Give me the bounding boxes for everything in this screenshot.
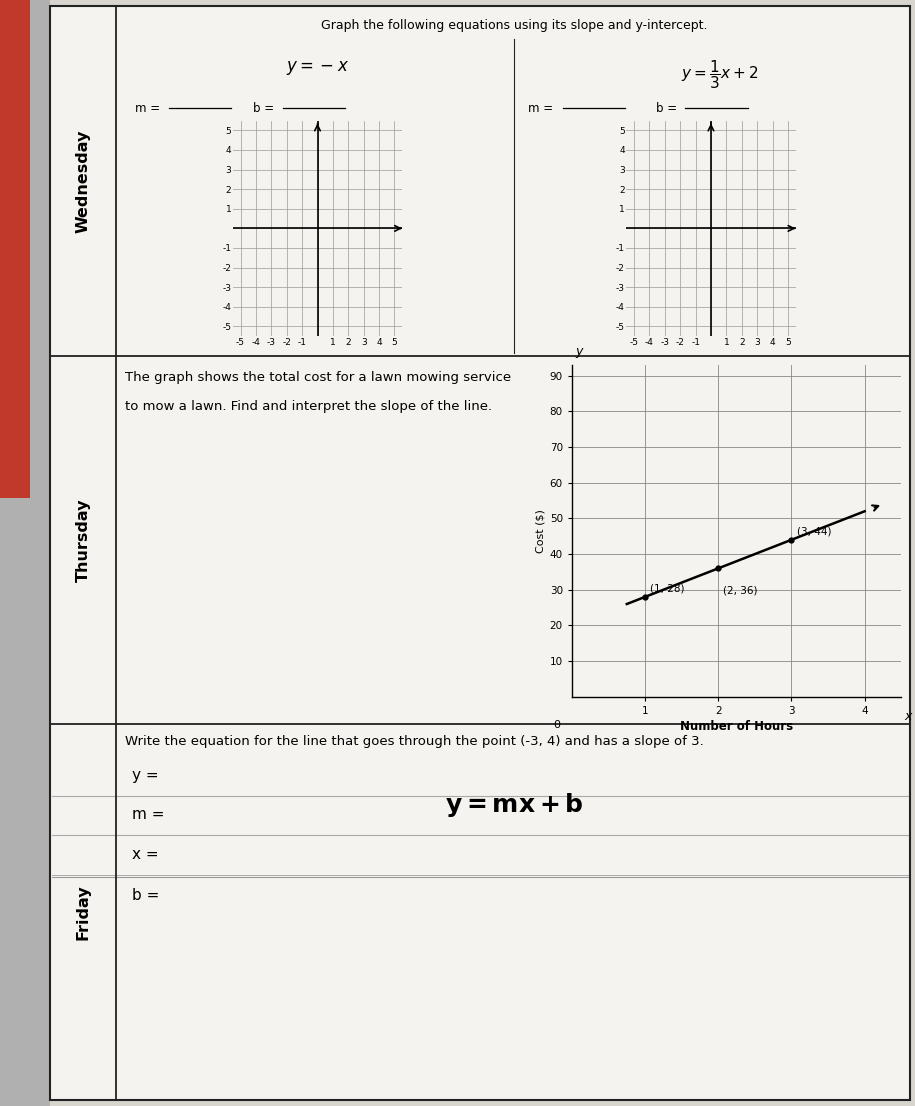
Text: The graph shows the total cost for a lawn mowing service: The graph shows the total cost for a law…: [125, 371, 511, 384]
Text: 0: 0: [554, 720, 560, 730]
Text: (2, 36): (2, 36): [723, 585, 758, 595]
Text: to mow a lawn. Find and interpret the slope of the line.: to mow a lawn. Find and interpret the sl…: [125, 400, 492, 414]
Text: Wednesday: Wednesday: [76, 129, 91, 232]
Text: x: x: [905, 710, 912, 723]
Text: $y = \dfrac{1}{3}x + 2$: $y = \dfrac{1}{3}x + 2$: [682, 59, 759, 92]
Text: Friday: Friday: [76, 885, 91, 940]
Text: b =: b =: [253, 102, 278, 115]
Text: b =: b =: [132, 888, 159, 902]
Text: $\mathbf{y = mx + b}$: $\mathbf{y = mx + b}$: [445, 791, 584, 818]
Text: m =: m =: [132, 807, 165, 822]
Text: b =: b =: [656, 102, 681, 115]
Text: y =: y =: [132, 768, 158, 783]
Y-axis label: Cost ($): Cost ($): [535, 509, 545, 553]
Text: (1, 28): (1, 28): [651, 584, 684, 594]
Text: Thursday: Thursday: [76, 499, 91, 582]
Bar: [0, 0, 30, 498]
Text: m =: m =: [528, 102, 557, 115]
Text: m =: m =: [135, 102, 164, 115]
Text: Graph the following equations using its slope and y-intercept.: Graph the following equations using its …: [321, 19, 707, 32]
Text: x =: x =: [132, 847, 158, 862]
Text: Write the equation for the line that goes through the point (-3, 4) and has a sl: Write the equation for the line that goe…: [125, 735, 705, 749]
Text: (3, 44): (3, 44): [797, 526, 831, 536]
Text: y: y: [576, 345, 583, 358]
Bar: [0, 0, 50, 1106]
Text: $y = -x$: $y = -x$: [286, 59, 349, 76]
X-axis label: Number of Hours: Number of Hours: [680, 720, 793, 733]
